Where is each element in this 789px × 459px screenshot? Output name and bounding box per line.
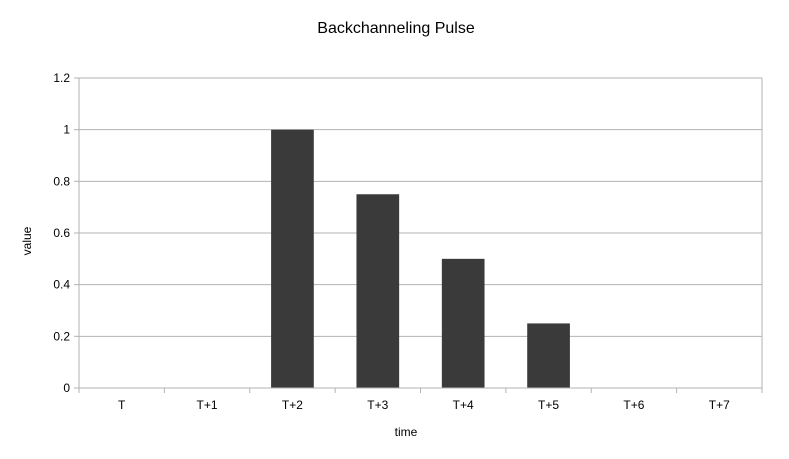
x-tick-label: T+5 [538, 398, 559, 412]
grid-lines [79, 77, 762, 337]
chart-title: Backchanneling Pulse [317, 20, 475, 37]
y-tick-label: 0.8 [53, 174, 70, 188]
axes [74, 77, 763, 393]
x-tick-label: T+4 [453, 398, 474, 412]
x-tick-label: T+6 [623, 398, 644, 412]
x-tick-labels: T T+1 T+2 T+3 T+4 T+5 T+6 T+7 [118, 398, 730, 412]
x-axis-label: time [395, 425, 418, 439]
bars [271, 129, 570, 388]
y-tick-label: 1 [63, 123, 70, 137]
y-axis-label: value [20, 226, 34, 255]
x-tick-label: T [118, 398, 126, 412]
x-tick-label: T+2 [282, 398, 303, 412]
bar [527, 323, 570, 388]
y-tick-label: 0.2 [53, 329, 70, 343]
y-tick-label: 1.2 [53, 71, 70, 85]
bar [271, 129, 314, 388]
y-tick-label: 0.6 [53, 226, 70, 240]
x-tick-label: T+1 [197, 398, 218, 412]
y-tick-labels: 0 0.2 0.4 0.6 0.8 1 1.2 [53, 71, 70, 395]
y-tick-label: 0.4 [53, 278, 70, 292]
y-tick-label: 0 [63, 381, 70, 395]
bar [356, 194, 400, 388]
bar [441, 258, 485, 388]
x-tick-label: T+3 [367, 398, 388, 412]
x-tick-label: T+7 [709, 398, 730, 412]
